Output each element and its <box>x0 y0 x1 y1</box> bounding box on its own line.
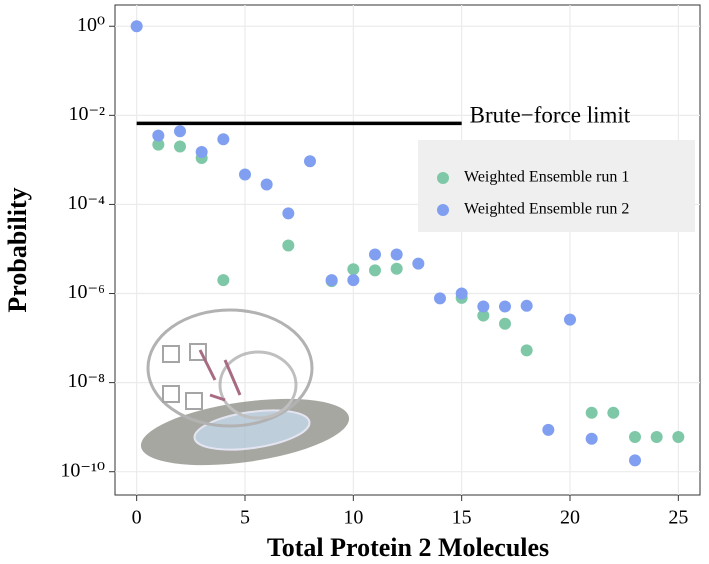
point <box>585 432 598 445</box>
x-tick-label: 20 <box>560 507 580 529</box>
marks <box>130 20 685 467</box>
y-tick-label: 10⁰ <box>77 14 105 36</box>
point <box>152 129 165 142</box>
x-tick-label: 25 <box>668 507 688 529</box>
point <box>347 274 360 287</box>
point <box>217 133 230 146</box>
cell-illustration <box>140 308 350 466</box>
point <box>195 146 208 159</box>
y-tick-label: 10⁻² <box>68 103 105 125</box>
point <box>325 274 338 287</box>
x-axis-title: Total Protein 2 Molecules <box>267 533 549 562</box>
point <box>412 257 425 270</box>
y-tick-label: 10⁻⁶ <box>67 281 105 303</box>
legend-label: Weighted Ensemble run 2 <box>464 201 629 218</box>
x-tick-label: 5 <box>240 507 250 529</box>
point <box>564 313 576 326</box>
point <box>607 406 620 419</box>
x-tick-label: 10 <box>343 507 363 529</box>
legend-marker <box>437 172 449 184</box>
legend-label: Weighted Ensemble run 1 <box>464 169 629 186</box>
point <box>390 262 403 275</box>
point <box>282 207 295 220</box>
point <box>629 454 641 467</box>
y-axis-title: Probability <box>3 187 32 312</box>
point <box>239 168 251 181</box>
point <box>455 287 468 300</box>
point <box>347 263 360 276</box>
grid <box>115 5 700 495</box>
point <box>390 248 403 261</box>
point <box>477 309 490 322</box>
point <box>260 178 273 191</box>
point <box>174 125 186 138</box>
legend <box>418 140 695 232</box>
y-tick-label: 10⁻⁸ <box>67 370 105 392</box>
point <box>520 299 533 312</box>
point <box>304 155 316 168</box>
point <box>499 300 511 313</box>
y-tick-label: 10⁻⁴ <box>67 192 105 214</box>
point <box>585 406 598 419</box>
point <box>152 138 165 151</box>
point <box>499 317 511 330</box>
point <box>130 20 143 33</box>
y-tick-label: 10⁻¹⁰ <box>60 459 105 481</box>
point <box>174 140 186 153</box>
point <box>520 344 533 357</box>
point <box>369 264 381 277</box>
x-tick-label: 0 <box>132 507 142 529</box>
point <box>650 431 663 444</box>
legend-marker <box>437 204 449 216</box>
point <box>672 431 685 444</box>
x-tick-label: 15 <box>452 507 472 529</box>
point <box>217 274 230 287</box>
point <box>629 431 641 444</box>
point <box>369 248 381 261</box>
point <box>282 239 295 252</box>
point <box>542 423 555 436</box>
point <box>434 292 446 305</box>
annotation-text: Brute−force limit <box>470 103 631 128</box>
point <box>477 300 490 313</box>
